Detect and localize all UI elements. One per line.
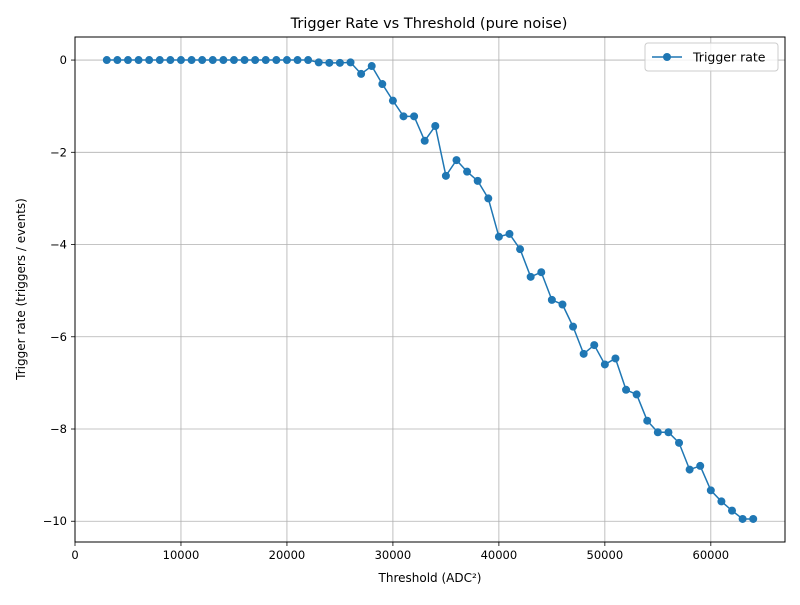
data-point bbox=[452, 156, 461, 165]
plot-frame bbox=[74, 36, 786, 543]
data-point bbox=[113, 56, 122, 65]
data-point bbox=[516, 245, 525, 254]
data-point bbox=[749, 514, 758, 523]
data-point bbox=[314, 58, 323, 67]
data-point bbox=[664, 428, 673, 437]
data-point bbox=[526, 272, 535, 281]
data-point bbox=[579, 349, 588, 358]
data-point bbox=[198, 56, 207, 65]
data-point bbox=[505, 229, 514, 238]
legend-label: Trigger rate bbox=[692, 50, 766, 65]
data-point bbox=[494, 232, 503, 241]
data-point bbox=[611, 354, 620, 363]
series-layer bbox=[102, 56, 758, 523]
x-tick-label: 30000 bbox=[375, 548, 412, 562]
data-point bbox=[282, 56, 291, 65]
x-tick-label: 40000 bbox=[481, 548, 518, 562]
data-point bbox=[738, 514, 747, 523]
y-tick-label: −4 bbox=[50, 238, 67, 252]
data-point bbox=[240, 56, 249, 65]
data-point bbox=[102, 56, 111, 65]
data-point bbox=[325, 58, 334, 67]
grid bbox=[74, 37, 785, 542]
data-point bbox=[632, 390, 641, 399]
data-point bbox=[431, 122, 440, 131]
data-point bbox=[208, 56, 217, 65]
data-point bbox=[706, 486, 715, 495]
data-point bbox=[600, 360, 609, 369]
data-point bbox=[685, 465, 694, 474]
x-tick-label: 50000 bbox=[587, 548, 624, 562]
data-point bbox=[378, 80, 387, 89]
data-point bbox=[399, 112, 408, 121]
y-tick-label: −10 bbox=[43, 514, 67, 528]
data-point bbox=[145, 56, 154, 65]
data-point bbox=[622, 385, 631, 394]
x-tick-label: 10000 bbox=[163, 548, 200, 562]
y-tick-label: −6 bbox=[50, 330, 67, 344]
data-point bbox=[547, 295, 556, 304]
axis-ticks: 0 10000 20000 30000 40000 50000 60000 0 −2 −4 −6 −8… bbox=[43, 53, 729, 562]
data-point bbox=[675, 438, 684, 447]
series-line bbox=[106, 59, 754, 520]
legend-marker-sample bbox=[663, 53, 671, 61]
x-axis-label: Threshold (ADC²) bbox=[378, 571, 482, 585]
data-point bbox=[388, 96, 397, 105]
data-point bbox=[335, 58, 344, 67]
data-point bbox=[484, 194, 493, 203]
data-point bbox=[293, 56, 302, 65]
y-tick-label: −8 bbox=[50, 422, 67, 436]
x-tick-label: 0 bbox=[71, 548, 78, 562]
data-point bbox=[187, 56, 196, 65]
data-point bbox=[696, 461, 705, 470]
data-point bbox=[728, 506, 737, 515]
y-tick-label: 0 bbox=[60, 53, 67, 67]
data-point bbox=[463, 167, 472, 176]
data-point bbox=[261, 56, 270, 65]
y-tick-label: −2 bbox=[50, 145, 67, 159]
data-point bbox=[441, 171, 450, 180]
data-point bbox=[717, 497, 726, 506]
data-point bbox=[357, 69, 366, 78]
data-point bbox=[346, 58, 355, 67]
x-tick-label: 60000 bbox=[693, 548, 730, 562]
data-point bbox=[537, 268, 546, 277]
y-axis-label: Trigger rate (triggers / events) bbox=[14, 198, 28, 381]
data-point bbox=[251, 56, 260, 65]
legend: Trigger rate bbox=[644, 42, 779, 72]
data-point bbox=[176, 56, 185, 65]
data-point bbox=[558, 300, 567, 309]
data-point bbox=[410, 112, 419, 121]
data-point bbox=[367, 62, 376, 71]
data-point bbox=[155, 56, 164, 65]
data-point bbox=[653, 428, 662, 437]
data-point bbox=[166, 56, 175, 65]
data-point bbox=[420, 136, 429, 145]
x-tick-label: 20000 bbox=[269, 548, 306, 562]
data-point bbox=[134, 56, 143, 65]
data-point bbox=[272, 56, 281, 65]
chart-title: Trigger Rate vs Threshold (pure noise) bbox=[290, 16, 568, 32]
data-point bbox=[643, 416, 652, 425]
data-point bbox=[304, 56, 313, 65]
data-point bbox=[569, 322, 578, 331]
data-point bbox=[123, 56, 132, 65]
data-point bbox=[590, 341, 599, 350]
data-point bbox=[473, 176, 482, 185]
data-point bbox=[229, 56, 238, 65]
data-point bbox=[219, 56, 228, 65]
legend-box bbox=[644, 42, 779, 72]
